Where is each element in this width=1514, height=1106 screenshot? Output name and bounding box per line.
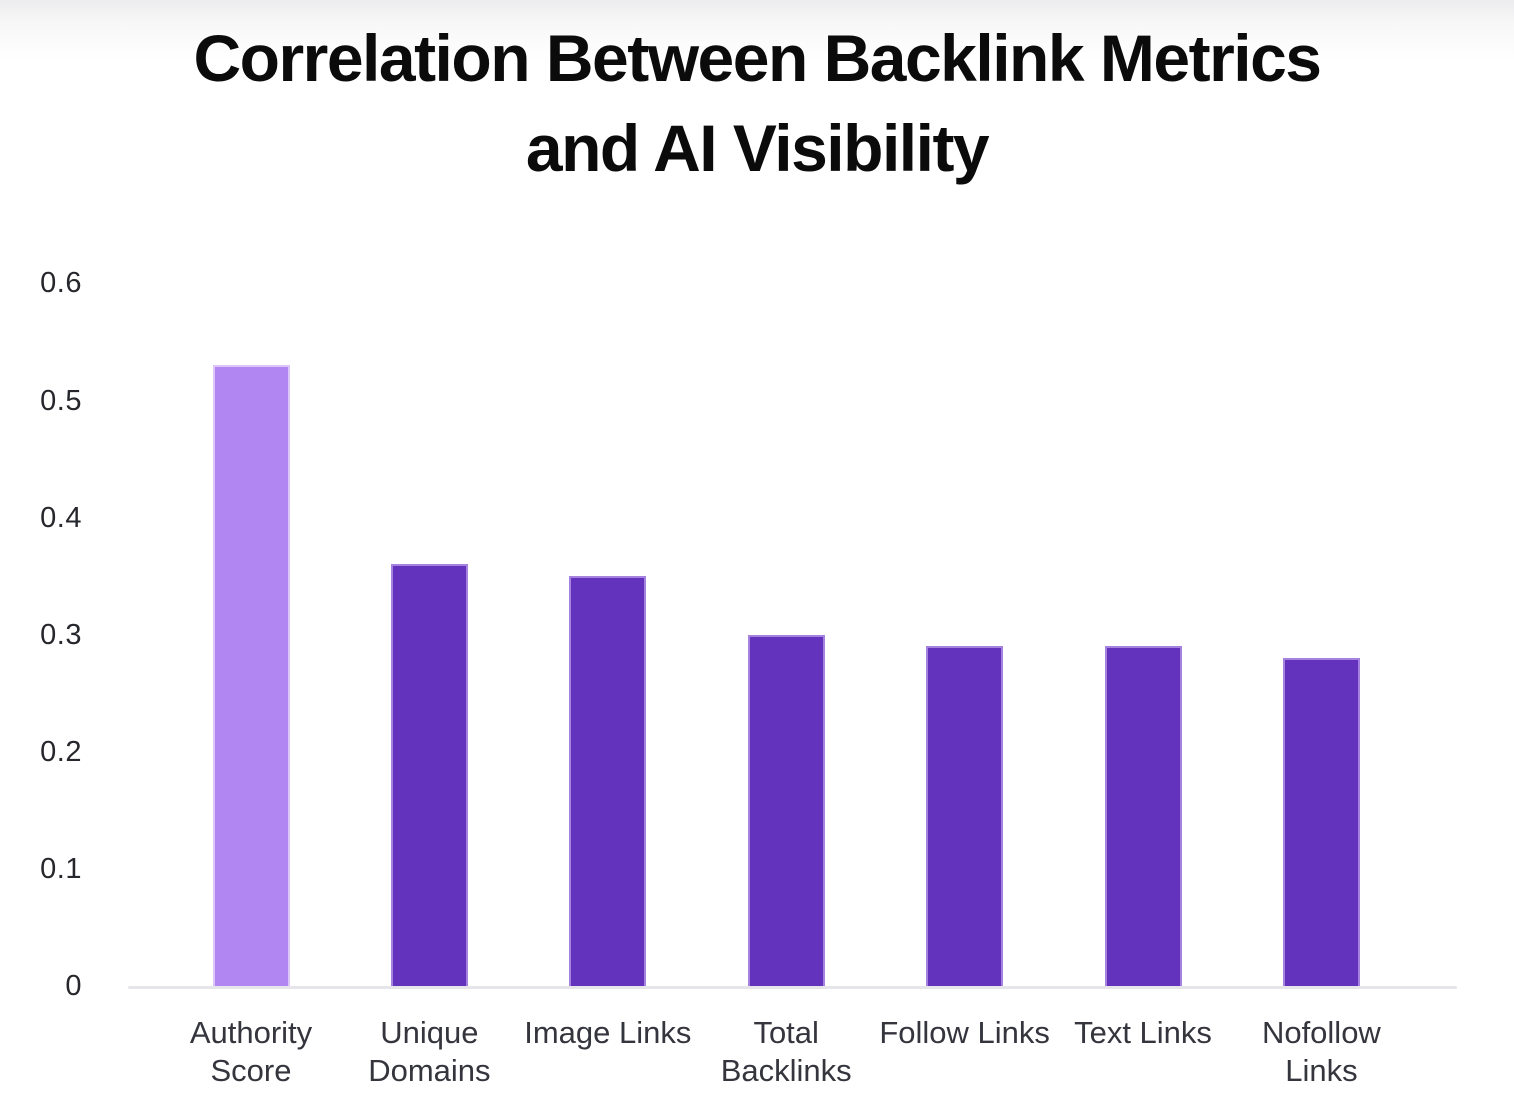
bar-authority-score xyxy=(212,365,290,986)
x-tick-label-nofollow-links: Nofollow Links xyxy=(1261,1015,1381,1088)
x-tick-label-total-backlinks: Total Backlinks xyxy=(720,1015,852,1088)
y-tick-label: 0 xyxy=(65,970,82,1002)
x-tick-label-authority-score: Authority Score xyxy=(189,1015,313,1088)
chart-title-line1: Correlation Between Backlink Metrics xyxy=(193,21,1322,95)
bar-text-links xyxy=(1104,646,1182,986)
bar-nofollow-links xyxy=(1282,658,1360,986)
y-tick-label: 0.1 xyxy=(40,852,82,885)
y-tick-label: 0.5 xyxy=(40,384,82,417)
chart-title: Correlation Between Backlink Metrics and … xyxy=(0,14,1514,194)
chart-title-line2: and AI Visibility xyxy=(525,110,990,185)
bar-image-links xyxy=(569,576,647,986)
x-axis-line xyxy=(128,986,1457,989)
x-tick-label-text-links: Text Links xyxy=(1074,1015,1212,1050)
y-tick-label: 0.6 xyxy=(40,267,82,300)
bar-follow-links xyxy=(926,646,1004,986)
x-tick-label-image-links: Image Links xyxy=(524,1015,692,1050)
x-tick-label-follow-links: Follow Links xyxy=(879,1015,1050,1050)
bar-unique-domains xyxy=(390,564,468,986)
y-tick-label: 0.2 xyxy=(40,735,82,768)
x-tick-label-unique-domains: Unique Domains xyxy=(368,1015,491,1088)
y-tick-label: 0.4 xyxy=(40,501,82,534)
bar-total-backlinks xyxy=(747,634,825,986)
y-tick-label: 0.3 xyxy=(40,618,82,651)
